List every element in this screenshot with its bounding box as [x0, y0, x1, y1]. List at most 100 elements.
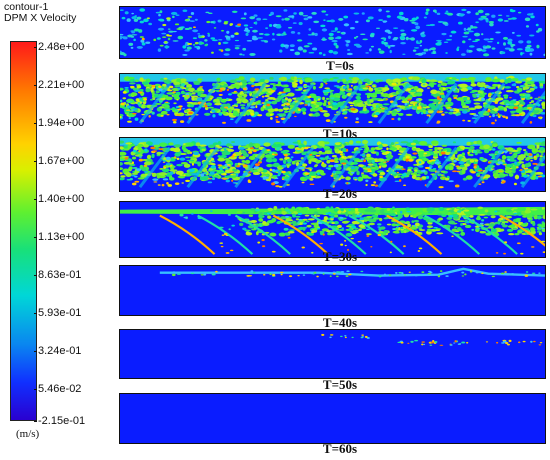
particle — [325, 119, 331, 122]
particle — [154, 93, 159, 98]
particle — [405, 155, 410, 159]
particle — [523, 167, 529, 170]
particle — [508, 103, 514, 106]
particle — [201, 175, 207, 181]
particle — [257, 114, 263, 117]
particle — [354, 20, 359, 24]
particle — [317, 152, 326, 155]
particle — [257, 37, 263, 39]
particle — [281, 93, 287, 96]
panel-caption-t20: T=20s — [322, 186, 358, 201]
particle — [340, 270, 345, 273]
particle — [452, 170, 458, 173]
particle — [502, 340, 507, 343]
particle — [171, 107, 176, 111]
particle — [422, 84, 426, 86]
particle — [437, 213, 443, 216]
particle — [263, 142, 271, 147]
particle — [460, 87, 469, 92]
particle — [196, 97, 203, 102]
particle — [349, 102, 355, 105]
particle — [275, 209, 283, 212]
particle — [388, 274, 392, 276]
particle — [333, 208, 340, 212]
particle — [468, 148, 473, 153]
particle — [448, 214, 454, 218]
particle — [417, 250, 421, 252]
particle — [276, 33, 282, 36]
particle — [122, 91, 127, 94]
particle-band — [159, 267, 545, 277]
particle — [223, 172, 227, 176]
particle — [441, 214, 447, 217]
particle — [231, 179, 234, 182]
particle — [342, 110, 348, 114]
particle — [408, 104, 412, 107]
particle — [283, 84, 289, 88]
particle — [341, 155, 345, 159]
legend-tick: 5.93e-01 — [33, 307, 82, 319]
spray-streak — [186, 146, 219, 188]
particle — [385, 44, 389, 47]
particle — [445, 101, 449, 105]
particle — [251, 228, 257, 231]
particle — [211, 51, 214, 54]
particle — [351, 77, 360, 81]
particle — [529, 52, 533, 56]
particle — [193, 151, 200, 156]
particle — [425, 24, 432, 26]
particle — [461, 169, 466, 175]
particle — [273, 205, 278, 211]
particle — [343, 142, 347, 146]
particle — [286, 158, 293, 163]
particle — [157, 184, 161, 186]
particle — [481, 33, 484, 36]
particle — [461, 157, 468, 163]
particle — [369, 86, 372, 90]
particle — [372, 112, 376, 116]
particle — [439, 110, 444, 113]
particle — [381, 143, 389, 147]
particle — [420, 112, 424, 115]
legend-tick: 5.46e-02 — [33, 383, 82, 395]
particle — [317, 141, 325, 146]
particle — [466, 96, 470, 101]
particle — [189, 20, 195, 23]
particle — [416, 106, 422, 110]
particle — [304, 172, 310, 175]
particle — [410, 37, 416, 41]
particle — [271, 169, 276, 172]
particle — [525, 97, 531, 100]
particle — [150, 87, 154, 93]
particle — [304, 77, 313, 83]
particle — [198, 36, 204, 39]
particle — [375, 97, 383, 100]
particle — [323, 99, 327, 104]
particle — [467, 27, 472, 31]
particle — [250, 220, 258, 223]
particle — [477, 90, 481, 93]
particle — [415, 174, 421, 177]
particle — [428, 98, 436, 102]
particle — [144, 148, 148, 152]
particle — [323, 216, 328, 221]
particle — [187, 87, 195, 92]
legend-tick: -2.15e-01 — [33, 415, 86, 427]
particle — [139, 20, 144, 24]
particle — [507, 38, 513, 43]
particle — [257, 161, 262, 164]
particle — [163, 166, 166, 169]
particle — [522, 85, 530, 90]
particle — [524, 17, 531, 22]
particle — [434, 146, 438, 151]
particle — [210, 210, 213, 212]
particle — [421, 341, 425, 343]
particle — [388, 147, 397, 151]
particle — [167, 28, 171, 30]
particle — [519, 84, 526, 88]
particle — [245, 32, 249, 36]
particle — [482, 53, 490, 57]
particle — [366, 235, 370, 237]
particle — [408, 159, 414, 162]
particle — [504, 271, 507, 273]
